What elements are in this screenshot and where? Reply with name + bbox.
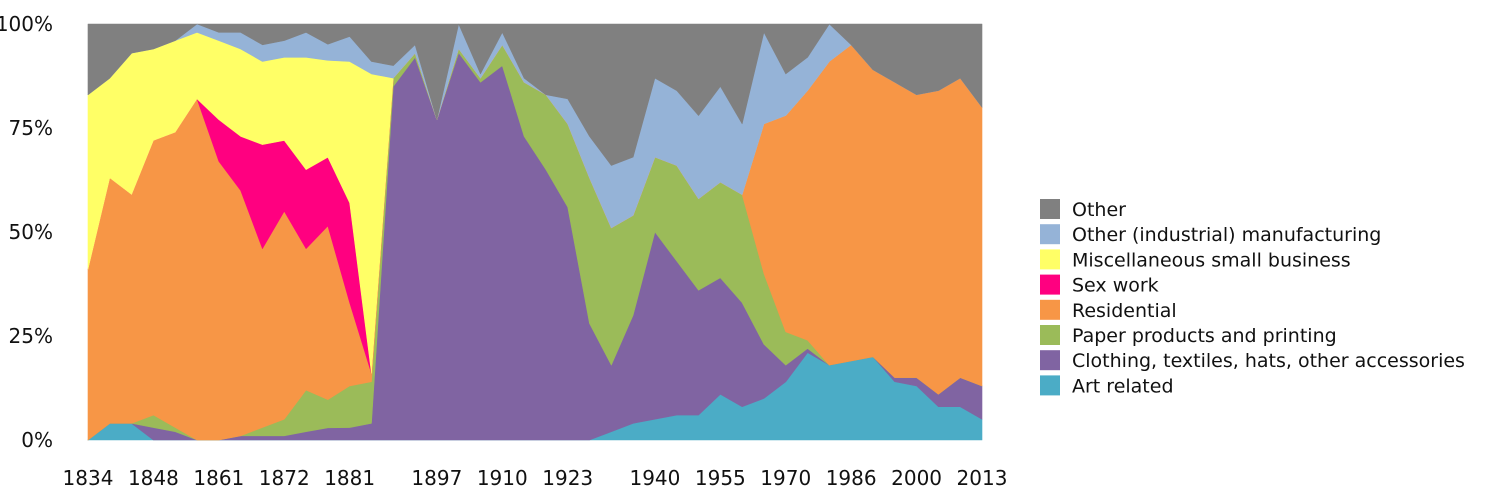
plot-areas (87, 23, 983, 441)
legend-label: Miscellaneous small business (1072, 249, 1351, 271)
y-tick-label: 25% (9, 324, 53, 348)
x-tick-label: 1834 (63, 466, 114, 487)
x-tick-label: 1940 (629, 466, 680, 487)
legend-swatch (1040, 350, 1060, 371)
legend: Other Other (industrial) manufacturing Mis… (1040, 199, 1465, 397)
x-tick-label: 1861 (193, 466, 244, 487)
y-tick-label: 100% (0, 12, 53, 36)
x-tick-label: 1970 (760, 466, 811, 487)
legend-item-clothing: Clothing, textiles, hats, other accessor… (1040, 350, 1465, 372)
legend-label: Art related (1072, 375, 1174, 397)
legend-item-misc_small_business: Miscellaneous small business (1040, 249, 1351, 271)
legend-item-other: Other (1040, 199, 1126, 221)
legend-label: Residential (1072, 300, 1177, 322)
legend-item-paper_printing: Paper products and printing (1040, 325, 1337, 347)
legend-label: Paper products and printing (1072, 325, 1337, 347)
x-axis-tick-labels: 1834 1848 1861 1872 1881 1897 1910 1923 1940 1955… (63, 466, 1008, 487)
legend-swatch (1040, 274, 1060, 295)
y-tick-label: 50% (9, 220, 53, 244)
x-tick-label: 2000 (891, 466, 942, 487)
area-other (87, 23, 983, 166)
x-tick-label: 1848 (128, 466, 179, 487)
x-tick-label: 1986 (826, 466, 877, 487)
y-tick-label: 0% (21, 428, 53, 452)
x-tick-label: 1923 (542, 466, 593, 487)
x-tick-label: 2013 (957, 466, 1008, 487)
legend-swatch (1040, 249, 1060, 270)
legend-label: Other (1072, 199, 1126, 221)
legend-label: Other (industrial) manufacturing (1072, 224, 1381, 246)
legend-label: Clothing, textiles, hats, other accessor… (1072, 350, 1465, 372)
legend-swatch (1040, 375, 1060, 396)
legend-item-residential: Residential (1040, 299, 1177, 322)
legend-item-other_manufacturing: Other (industrial) manufacturing (1040, 224, 1381, 246)
legend-swatch (1040, 224, 1060, 245)
x-tick-label: 1872 (259, 466, 310, 487)
legend-swatch (1040, 199, 1060, 219)
x-tick-label: 1881 (324, 466, 375, 487)
x-tick-label: 1955 (695, 466, 746, 487)
x-tick-label: 1897 (411, 466, 462, 487)
x-tick-label: 1910 (477, 466, 528, 487)
legend-swatch (1040, 325, 1060, 345)
legend-item-art: Art related (1040, 375, 1174, 397)
legend-swatch (1040, 299, 1060, 320)
legend-item-sex_work: Sex work (1040, 274, 1159, 297)
legend-label: Sex work (1072, 275, 1159, 297)
y-tick-label: 75% (9, 116, 53, 140)
y-axis-tick-labels: 0% 25% 50% 75% 100% (0, 12, 53, 452)
